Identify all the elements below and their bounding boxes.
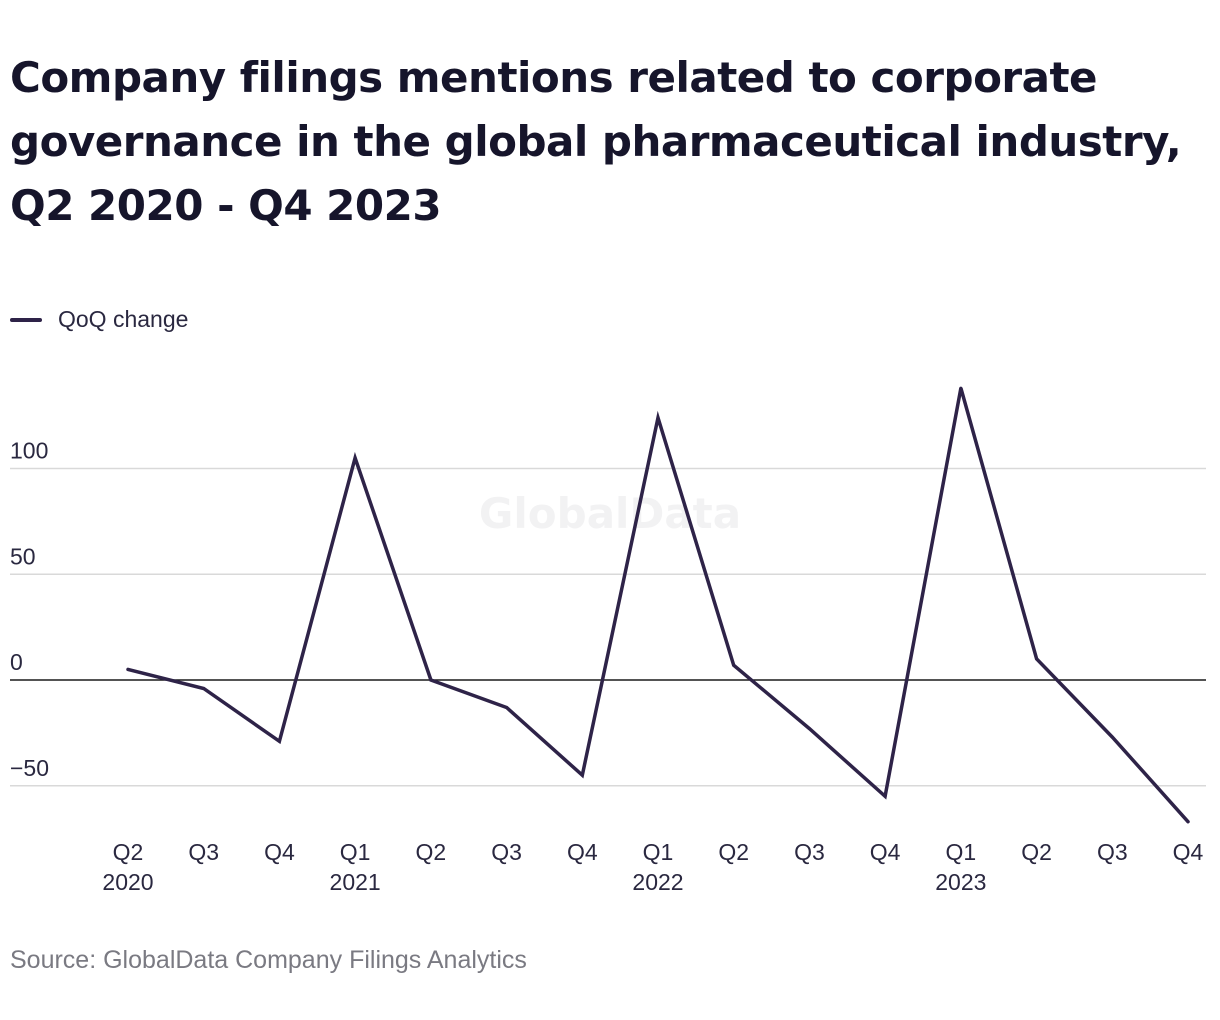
data-point <box>1186 820 1190 824</box>
data-point <box>126 667 130 671</box>
x-tick-label: Q4 <box>264 839 295 865</box>
x-tick-label: Q3 <box>491 839 522 865</box>
x-tick-label: Q1 <box>643 839 674 865</box>
x-year-label: 2022 <box>632 869 683 895</box>
x-tick-label: Q3 <box>188 839 219 865</box>
data-point <box>580 773 584 777</box>
data-point <box>353 456 357 460</box>
legend-swatch <box>10 317 42 322</box>
data-point <box>1035 657 1039 661</box>
x-year-label: 2023 <box>935 869 986 895</box>
x-tick-label: Q4 <box>567 839 598 865</box>
x-tick-label: Q2 <box>416 839 447 865</box>
data-point <box>656 416 660 420</box>
series-line <box>126 387 1190 824</box>
y-tick-label: −50 <box>10 755 49 781</box>
y-tick-label: 100 <box>10 438 48 464</box>
x-tick-label: Q2 <box>1021 839 1052 865</box>
legend-label: QoQ change <box>58 306 189 332</box>
x-tick-label: Q1 <box>946 839 977 865</box>
x-tick-label: Q2 <box>113 839 144 865</box>
data-point <box>883 794 887 798</box>
x-tick-label: Q2 <box>718 839 749 865</box>
y-tick-label: 50 <box>10 543 36 569</box>
x-tick-label: Q4 <box>870 839 901 865</box>
legend: QoQ change <box>10 306 188 333</box>
watermark: GlobalData <box>479 489 741 538</box>
data-point <box>277 739 281 743</box>
x-year-label: 2021 <box>330 869 381 895</box>
x-tick-label: Q3 <box>794 839 825 865</box>
source-note: Source: GlobalData Company Filings Analy… <box>10 946 527 974</box>
x-tick-label: Q1 <box>340 839 371 865</box>
data-point <box>1110 735 1114 739</box>
chart-title: Company filings mentions related to corp… <box>10 53 1182 230</box>
data-point <box>202 686 206 690</box>
y-tick-label: 0 <box>10 649 23 675</box>
data-point <box>732 663 736 667</box>
x-tick-label: Q4 <box>1173 839 1204 865</box>
data-point <box>429 678 433 682</box>
data-point <box>505 705 509 709</box>
x-year-label: 2020 <box>102 869 153 895</box>
data-point <box>959 386 963 390</box>
data-point <box>807 727 811 731</box>
x-tick-label: Q3 <box>1097 839 1128 865</box>
